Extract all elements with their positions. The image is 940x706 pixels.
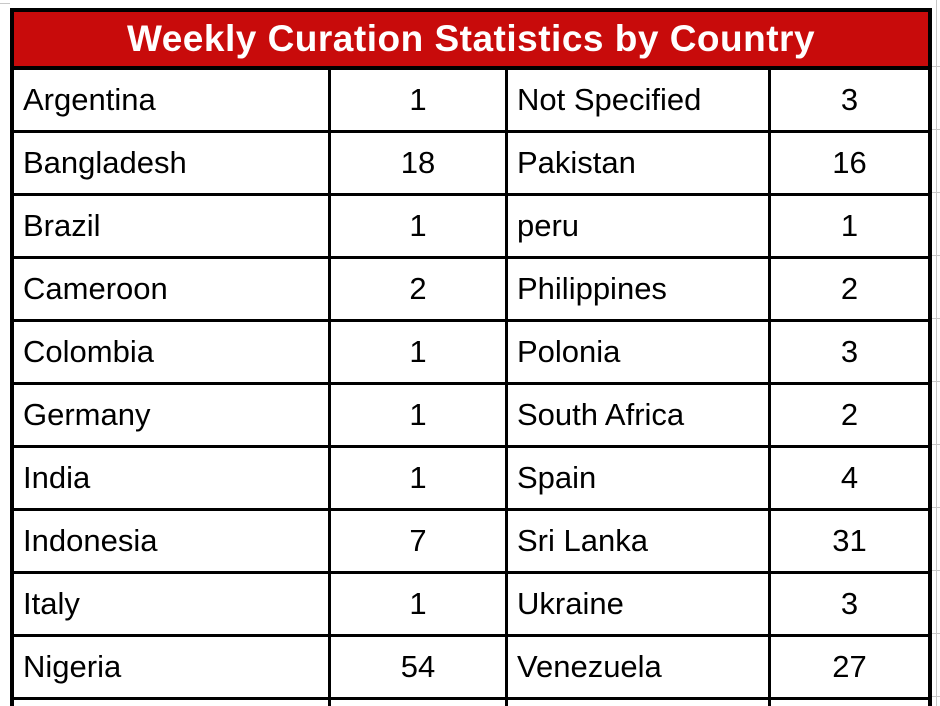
value-cell: 1 — [331, 448, 508, 511]
country-cell: Pakistan — [508, 133, 771, 196]
country-cell: Sri Lanka — [508, 511, 771, 574]
value-cell: 31 — [771, 511, 928, 574]
value-cell: 1 — [331, 574, 508, 637]
value-cell: 4 — [771, 448, 928, 511]
value-cell: 3 — [771, 322, 928, 385]
country-cell: Polonia — [508, 322, 771, 385]
country-cell: Philippines — [508, 259, 771, 322]
country-cell: peru — [508, 196, 771, 259]
value-cell: 16 — [771, 133, 928, 196]
country-cell: Germany — [14, 385, 331, 448]
value-cell: 1 — [331, 322, 508, 385]
country-cell: Indonesia — [14, 511, 331, 574]
value-cell: 27 — [771, 637, 928, 700]
stats-table-body: Argentina 1 Not Specified 3 Bangladesh 1… — [14, 70, 928, 706]
page-title: Weekly Curation Statistics by Country — [126, 18, 816, 59]
value-cell: 18 — [331, 133, 508, 196]
country-cell: Brazil — [14, 196, 331, 259]
value-cell: 3 — [771, 574, 928, 637]
value-cell: 7 — [331, 511, 508, 574]
country-cell — [14, 700, 331, 706]
country-cell: Spain — [508, 448, 771, 511]
country-cell: Argentina — [14, 70, 331, 133]
country-cell: Not Specified — [508, 70, 771, 133]
country-cell: Colombia — [14, 322, 331, 385]
value-cell: 1 — [331, 196, 508, 259]
title-banner: Weekly Curation Statistics by Country — [14, 12, 928, 70]
stats-table: Weekly Curation Statistics by Country Ar… — [10, 8, 932, 706]
value-cell — [771, 700, 928, 706]
value-cell: 1 — [771, 196, 928, 259]
value-cell: 2 — [771, 385, 928, 448]
country-cell: India — [14, 448, 331, 511]
value-cell: 1 — [331, 70, 508, 133]
country-cell: Venezuela — [508, 637, 771, 700]
value-cell — [331, 700, 508, 706]
value-cell: 54 — [331, 637, 508, 700]
country-cell: Ukraine — [508, 574, 771, 637]
sheet-gridline — [936, 0, 937, 706]
country-cell: Italy — [14, 574, 331, 637]
country-cell: South Africa — [508, 385, 771, 448]
country-cell: Nigeria — [14, 637, 331, 700]
value-cell: 1 — [331, 385, 508, 448]
country-cell: Cameroon — [14, 259, 331, 322]
value-cell: 3 — [771, 70, 928, 133]
value-cell: 2 — [771, 259, 928, 322]
country-cell: Bangladesh — [14, 133, 331, 196]
country-cell — [508, 700, 771, 706]
value-cell: 2 — [331, 259, 508, 322]
sheet-gridline — [0, 3, 10, 4]
